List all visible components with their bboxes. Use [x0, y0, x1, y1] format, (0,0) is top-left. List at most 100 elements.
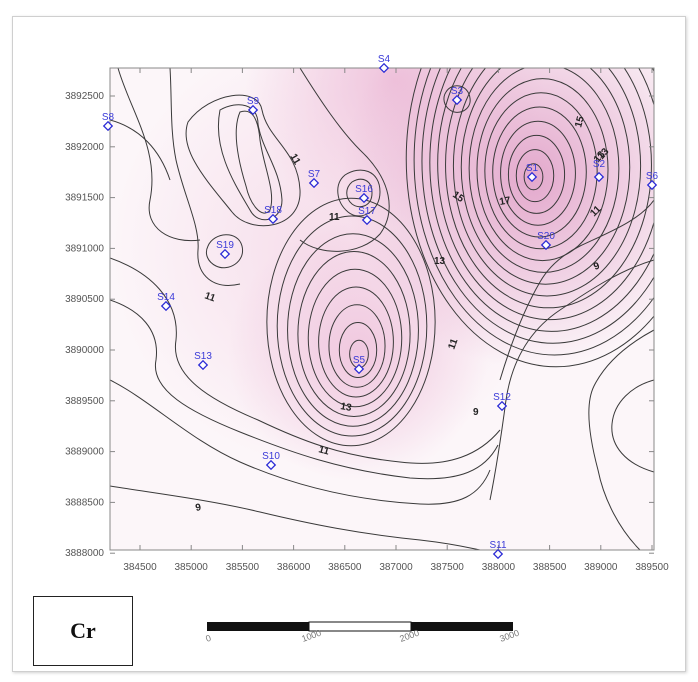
station-marker-icon	[593, 171, 605, 183]
contour-label: 9	[195, 502, 203, 514]
y-tick-label: 3890000	[65, 345, 104, 356]
station-label: S19	[216, 240, 234, 251]
concentration-surface	[110, 68, 654, 550]
contour-ring	[500, 120, 576, 226]
station-s14: S14	[157, 292, 175, 312]
station-label: S6	[646, 171, 659, 182]
x-tick-label: 389000	[584, 562, 618, 573]
station-s10: S10	[262, 451, 280, 471]
station-label: S5	[353, 355, 366, 366]
contour-label: 17	[499, 195, 512, 208]
station-s17: S17	[358, 206, 376, 226]
station-s6: S6	[646, 171, 659, 191]
x-tick-label: 386500	[328, 562, 362, 573]
x-axis: 384500 385000 385500 386000 386500 387000 3875…	[123, 68, 669, 573]
station-label: S1	[526, 163, 539, 174]
contour-label: 13	[434, 256, 446, 267]
x-tick-label: 385500	[226, 562, 260, 573]
station-label: S3	[451, 86, 464, 97]
station-marker-icon	[197, 359, 209, 371]
station-marker-icon	[496, 400, 508, 412]
station-marker-icon	[358, 192, 370, 204]
station-label: S13	[194, 351, 212, 362]
station-label: S20	[537, 231, 555, 242]
contour-lines	[110, 68, 654, 550]
contour-ring	[437, 68, 654, 321]
contour-ring	[405, 68, 654, 368]
x-tick-label: 388000	[482, 562, 516, 573]
contour-ring	[328, 304, 386, 388]
scale-bar: 0 1000 2000 3000	[204, 621, 521, 644]
contour-label: 9	[473, 407, 479, 418]
y-tick-label: 3888000	[65, 548, 104, 559]
x-tick-label: 388500	[533, 562, 567, 573]
station-s8: S8	[102, 112, 115, 132]
station-s12: S12	[493, 392, 511, 412]
contour-ring	[287, 233, 419, 427]
x-tick-label: 389500	[635, 562, 669, 573]
contour-label: 13	[339, 401, 352, 414]
station-label: S11	[489, 540, 506, 551]
contour-ring	[338, 322, 378, 378]
contour-label: 11	[329, 212, 340, 223]
station-marker-icon	[267, 213, 279, 225]
y-tick-label: 3888500	[65, 497, 104, 508]
station-marker-icon	[378, 62, 390, 74]
hotspot-rings	[405, 68, 654, 368]
contour-ring	[523, 163, 544, 191]
station-marker-icon	[308, 177, 320, 189]
station-label: S18	[264, 205, 282, 216]
y-tick-label: 3890500	[65, 294, 104, 305]
x-tick-label: 386000	[277, 562, 311, 573]
station-marker-icon	[526, 171, 538, 183]
scale-segment	[308, 621, 412, 632]
contour-ring	[515, 149, 555, 203]
y-tick-label: 3892000	[65, 142, 104, 153]
station-label: S16	[355, 184, 373, 195]
contour-label: 11	[317, 444, 330, 457]
contour-ring	[276, 215, 428, 437]
contour-ring	[460, 68, 631, 285]
contour-label: 11	[203, 290, 217, 304]
x-tick-label: 385000	[175, 562, 209, 573]
contour-ring	[507, 134, 566, 214]
station-s19: S19	[216, 240, 234, 260]
station-label: S17	[358, 206, 376, 217]
station-marker-icon	[102, 120, 114, 132]
station-label: S12	[493, 392, 511, 403]
x-tick-label: 384500	[123, 562, 157, 573]
scale-label: 0	[204, 633, 212, 644]
y-tick-label: 3891500	[65, 193, 104, 204]
station-marker-icon	[540, 239, 552, 251]
y-tick-label: 3889500	[65, 396, 104, 407]
contour-ring	[468, 68, 620, 273]
contour-ring	[484, 92, 598, 250]
contour-ring	[492, 106, 587, 238]
contour-label: 15	[573, 115, 587, 129]
station-label: S10	[262, 451, 280, 462]
contour-ring	[452, 68, 642, 297]
station-s5: S5	[353, 355, 366, 375]
station-marker-icon	[219, 248, 231, 260]
station-s2: S2	[593, 159, 606, 183]
station-s4: S4	[378, 54, 391, 74]
x-tick-label: 387000	[379, 562, 413, 573]
station-s11: S11	[489, 540, 507, 560]
station-label: S7	[308, 169, 321, 180]
contour-ring	[266, 197, 436, 447]
y-tick-label: 3889000	[65, 447, 104, 458]
station-marker-icon	[353, 363, 365, 375]
station-s16: S16	[355, 184, 373, 204]
station-marker-icon	[265, 459, 277, 471]
station-marker-icon	[361, 214, 373, 226]
scale-segment	[411, 622, 513, 631]
contour-ring	[297, 251, 411, 417]
contour-label: 11	[446, 337, 460, 351]
contour-ring	[421, 68, 654, 344]
station-marker-icon	[160, 300, 172, 312]
y-tick-label: 3892500	[65, 91, 104, 102]
contour-ring	[445, 68, 652, 309]
station-label: S2	[593, 159, 606, 170]
station-s3: S3	[451, 86, 464, 106]
